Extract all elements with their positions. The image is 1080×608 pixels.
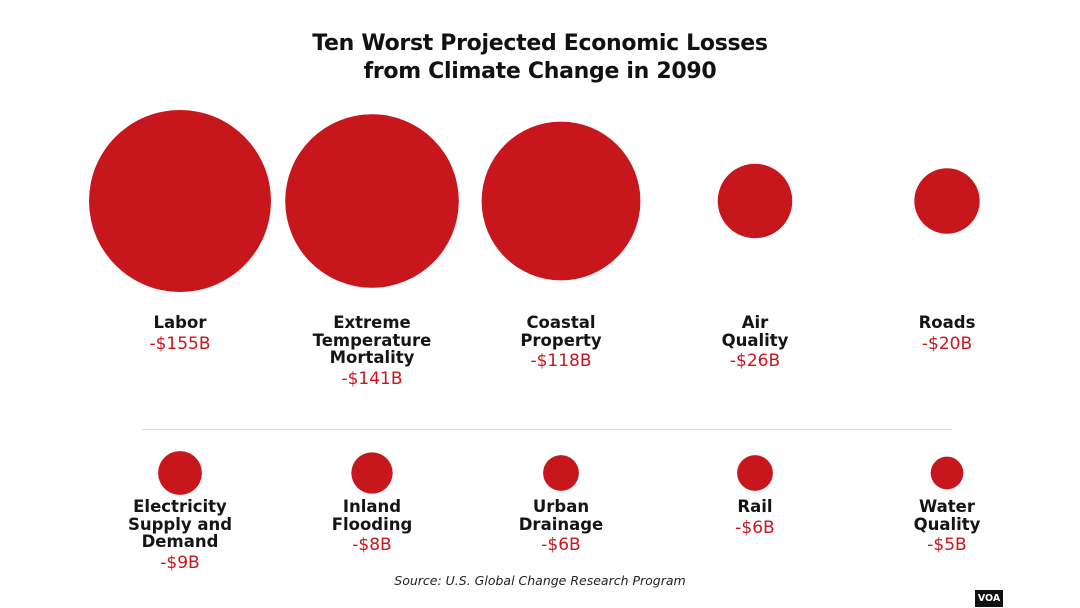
value-inland-flooding: -$8B: [352, 535, 392, 555]
value-urban-drainage: -$6B: [541, 535, 581, 555]
value-extreme-temperature-mortality: -$141B: [341, 368, 403, 389]
label-rail: Rail: [737, 497, 773, 516]
label-electricity-supply-and-demand: Electricity Supply and Demand: [127, 497, 233, 551]
label-air-quality: Air Quality: [721, 313, 789, 350]
bubble-water-quality: [930, 456, 964, 490]
value-electricity-supply-and-demand: -$9B: [160, 552, 200, 573]
bubble-electricity-supply-and-demand: [158, 451, 202, 495]
source-note: Source: U.S. Global Change Research Prog…: [394, 573, 686, 588]
bubble-coastal-property: [481, 121, 641, 281]
label-extreme-temperature-mortality: Extreme Temperature Mortality: [312, 313, 432, 367]
row-divider: [142, 429, 952, 430]
bubble-air-quality: [717, 163, 793, 239]
bubble-inland-flooding: [351, 452, 393, 494]
label-urban-drainage: Urban Drainage: [518, 497, 604, 534]
label-coastal-property: Coastal Property: [520, 313, 602, 350]
value-water-quality: -$5B: [927, 535, 967, 555]
bubble-urban-drainage: [543, 455, 579, 491]
bubble-extreme-temperature-mortality: [285, 114, 459, 288]
label-roads: Roads: [918, 313, 976, 332]
label-labor: Labor: [153, 313, 207, 332]
bubble-labor: [89, 110, 271, 292]
chart-title: Ten Worst Projected Economic Losses from…: [312, 31, 768, 84]
value-air-quality: -$26B: [729, 351, 781, 371]
bubble-rail: [737, 455, 773, 491]
value-roads: -$20B: [921, 333, 973, 354]
value-coastal-property: -$118B: [530, 351, 592, 371]
label-inland-flooding: Inland Flooding: [331, 497, 413, 534]
value-labor: -$155B: [149, 333, 211, 354]
label-water-quality: Water Quality: [913, 497, 981, 534]
value-rail: -$6B: [735, 517, 775, 538]
bubble-roads: [914, 168, 980, 234]
voa-logo: VOA: [975, 590, 1003, 607]
